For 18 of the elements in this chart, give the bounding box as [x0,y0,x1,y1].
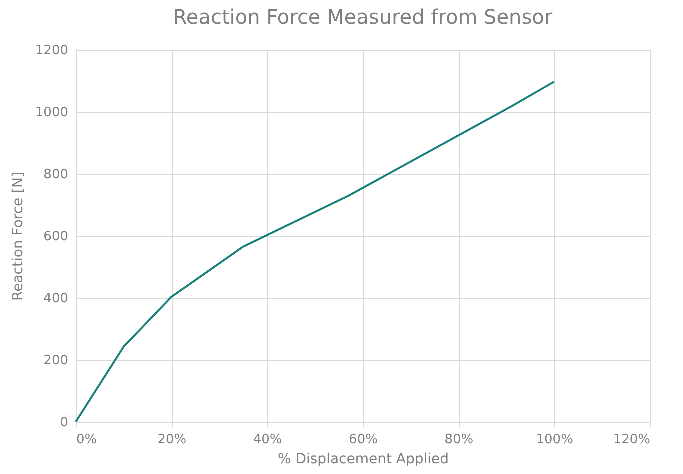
x-tick-label: 120% [613,432,650,448]
x-tick-label: 40% [253,432,282,448]
y-tick-label: 0 [60,416,68,430]
x-tick-label: 20% [158,432,187,448]
x-axis-title: % Displacement Applied [278,452,450,468]
line-series [75,80,556,423]
y-tick-label: 1000 [35,106,68,120]
chart-title: Reaction Force Measured from Sensor [173,5,554,29]
y-tick-label: 400 [44,292,68,306]
y-axis-title: Reaction Force [N] [10,172,26,301]
x-tick-label: 60% [349,432,378,448]
y-tick-label: 1200 [35,44,68,58]
x-tick-label: 100% [536,432,574,448]
x-tick-label: 0% [76,432,98,448]
y-tick-label: 600 [44,230,68,244]
x-tick-label: 80% [444,432,474,448]
y-tick-label: 200 [44,354,68,368]
y-tick-label: 800 [44,168,68,182]
